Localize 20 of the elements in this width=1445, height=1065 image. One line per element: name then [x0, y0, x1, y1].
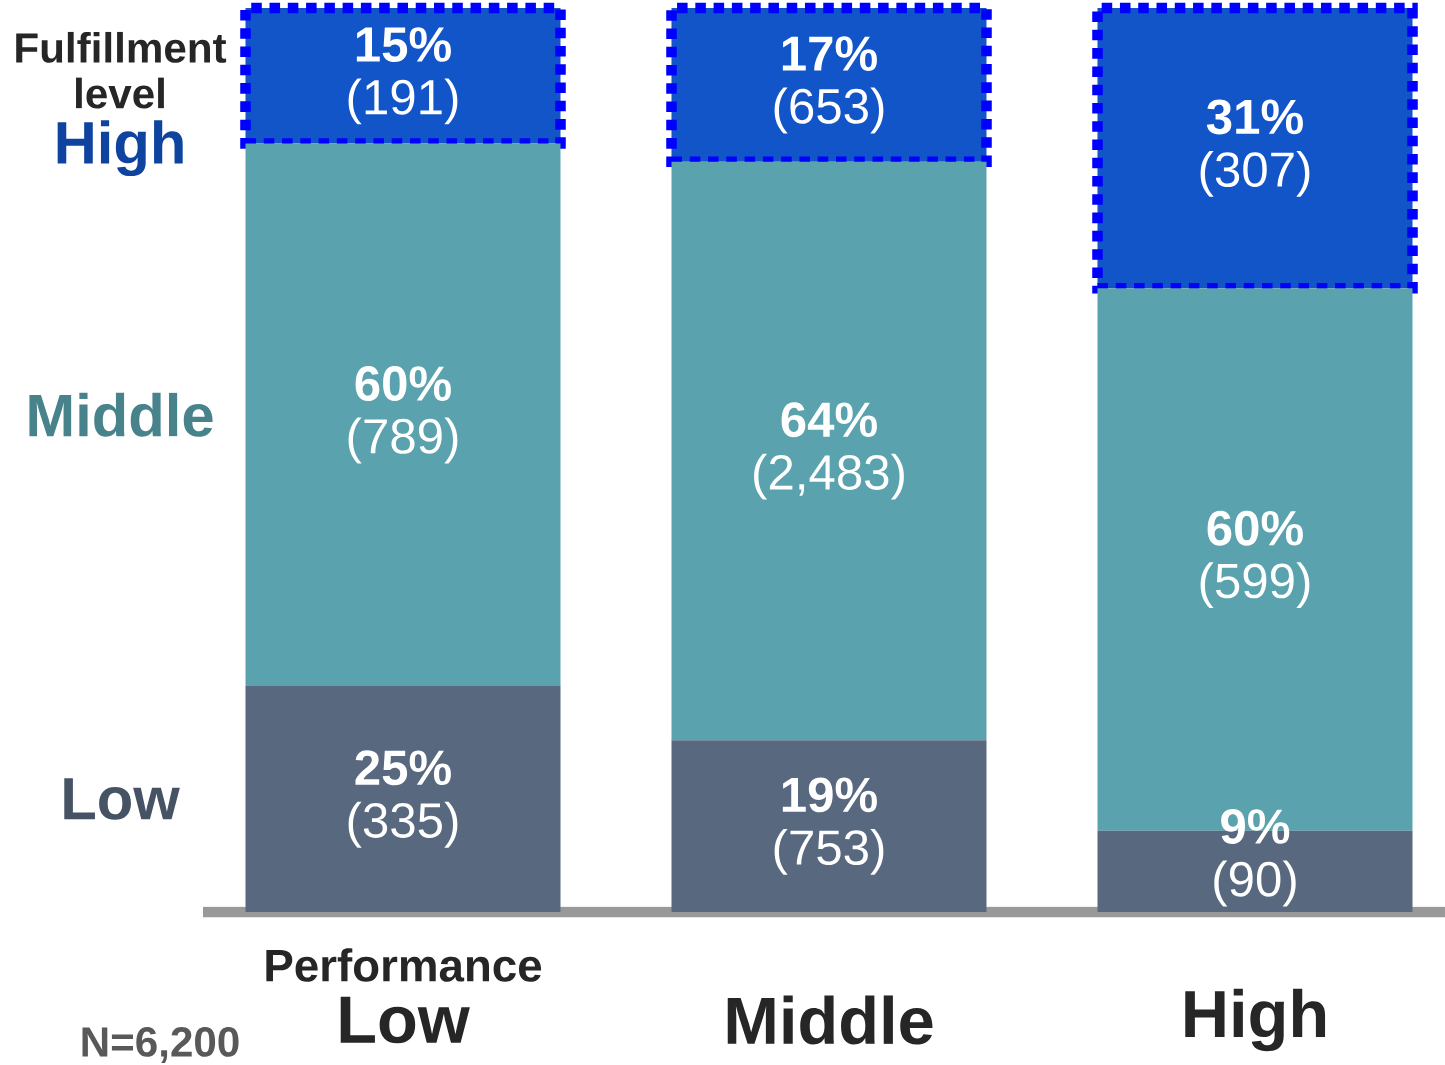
- data-label: 60% (789): [348, 366, 458, 464]
- x-axis-title: Performance: [266, 948, 542, 982]
- series-label: Low: [64, 778, 180, 820]
- series-label: Middle: [29, 392, 213, 437]
- x-tick-label: Low: [340, 996, 470, 1044]
- data-label: 31% (307): [1200, 99, 1310, 197]
- legend-title: Fulfillment level: [16, 31, 227, 109]
- text: N=6,200: [82, 1027, 239, 1063]
- bar: [671, 740, 987, 912]
- data-label: 15% (191): [348, 27, 458, 125]
- data-label: 17% (653): [774, 36, 884, 134]
- bar: [245, 685, 561, 912]
- data-label: 19% (753): [774, 777, 884, 875]
- data-label: 60% (599): [1200, 510, 1310, 609]
- data-label: 64% (2,483): [754, 402, 904, 500]
- x-tick-label: High: [1185, 988, 1326, 1052]
- data-label: 9% (90): [1214, 809, 1296, 907]
- series-label: High: [57, 120, 183, 177]
- data-label: 25% (335): [348, 750, 458, 848]
- x-tick-label: Middle: [727, 995, 933, 1045]
